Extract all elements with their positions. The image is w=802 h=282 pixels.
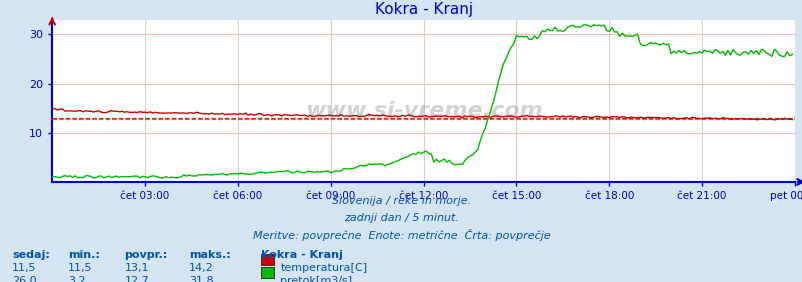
- Text: 26,0: 26,0: [12, 276, 37, 282]
- Text: maks.:: maks.:: [188, 250, 230, 259]
- Text: min.:: min.:: [68, 250, 100, 259]
- Text: Meritve: povprečne  Enote: metrične  Črta: povprečje: Meritve: povprečne Enote: metrične Črta:…: [253, 229, 549, 241]
- Text: Slovenija / reke in morje.: Slovenija / reke in morje.: [331, 196, 471, 206]
- Text: 13,1: 13,1: [124, 263, 149, 273]
- Text: pretok[m3/s]: pretok[m3/s]: [280, 276, 352, 282]
- Text: 11,5: 11,5: [68, 263, 93, 273]
- Text: www.si-vreme.com: www.si-vreme.com: [304, 101, 542, 120]
- Text: 3,2: 3,2: [68, 276, 86, 282]
- Text: zadnji dan / 5 minut.: zadnji dan / 5 minut.: [343, 213, 459, 223]
- Text: sedaj:: sedaj:: [12, 250, 50, 259]
- Text: Kokra - Kranj: Kokra - Kranj: [261, 250, 342, 259]
- Text: 31,8: 31,8: [188, 276, 213, 282]
- Text: temperatura[C]: temperatura[C]: [280, 263, 367, 273]
- Text: 12,7: 12,7: [124, 276, 149, 282]
- Text: povpr.:: povpr.:: [124, 250, 168, 259]
- Text: 14,2: 14,2: [188, 263, 213, 273]
- Title: Kokra - Kranj: Kokra - Kranj: [374, 2, 472, 17]
- Text: 11,5: 11,5: [12, 263, 37, 273]
